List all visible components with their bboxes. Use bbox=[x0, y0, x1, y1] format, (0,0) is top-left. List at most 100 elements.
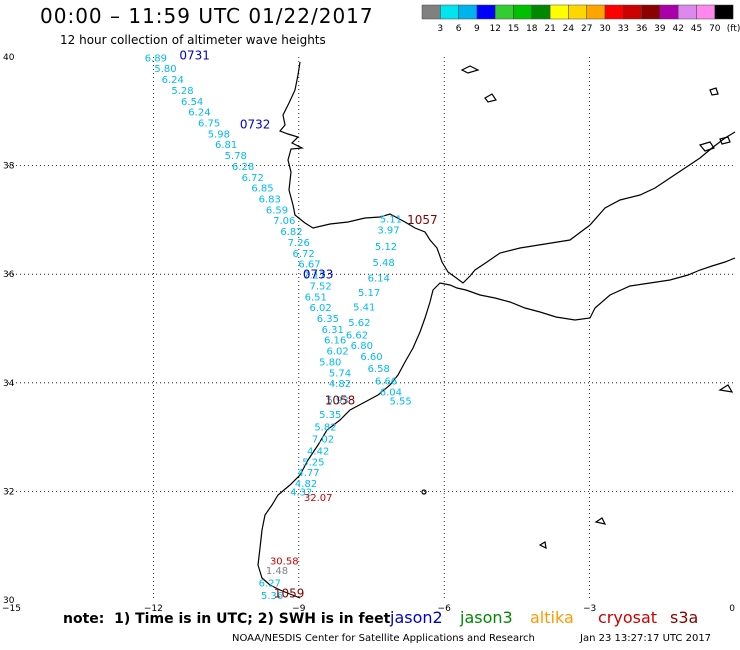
wave-height-value: 5.62 bbox=[348, 318, 370, 329]
map-title: 00:00 – 11:59 UTC 01/22/2017 bbox=[40, 4, 374, 28]
wave-height-value: 6.58 bbox=[368, 364, 390, 375]
lat-label: 32 bbox=[3, 487, 14, 497]
lat-label: 40 bbox=[3, 53, 15, 63]
colorbar-label: 70 bbox=[709, 24, 721, 34]
wave-height-value: 5.78 bbox=[225, 151, 247, 162]
lat-label: 30 bbox=[3, 596, 15, 606]
wave-height-value: 6.60 bbox=[360, 352, 382, 363]
wave-height-value: 5.55 bbox=[389, 397, 411, 408]
wave-height-value: 4.82 bbox=[329, 379, 351, 390]
wave-height-value: 5.35 bbox=[319, 410, 341, 421]
wave-height-value: 4.82 bbox=[295, 479, 317, 490]
wave-height-value: 6.16 bbox=[324, 336, 346, 347]
lat-label: 38 bbox=[3, 162, 15, 172]
pass-time-label: 0731 bbox=[179, 49, 210, 63]
colorbar-label: 21 bbox=[544, 24, 555, 34]
balearic-islands bbox=[698, 136, 731, 152]
wave-height-value: 6.02 bbox=[309, 303, 331, 314]
pass-time-label: 1058 bbox=[325, 394, 356, 408]
wave-height-value: 6.28 bbox=[232, 162, 254, 173]
colorbar-label: 33 bbox=[618, 24, 629, 34]
lon-label: 0 bbox=[729, 604, 735, 614]
lon-label: −3 bbox=[583, 604, 596, 614]
wave-height-value: 6.67 bbox=[298, 260, 320, 271]
legend-cryosat: cryosat bbox=[598, 608, 658, 627]
small-islands bbox=[460, 65, 734, 550]
wave-height-value: 6.62 bbox=[346, 330, 368, 341]
wave-height-value: 6.83 bbox=[259, 195, 281, 206]
wave-height-value: 6.81 bbox=[215, 140, 237, 151]
wave-height-value: 4.42 bbox=[307, 446, 329, 457]
wave-height-value: 4.32 bbox=[290, 488, 312, 499]
colorbar-label: 30 bbox=[599, 24, 611, 34]
wave-height-value: 1.48 bbox=[266, 566, 288, 577]
grid-lines bbox=[8, 57, 735, 600]
colorbar-label: 18 bbox=[526, 24, 538, 34]
wave-height-value: 7.02 bbox=[312, 435, 334, 446]
wave-height-value: 6.24 bbox=[188, 108, 210, 119]
wave-height-value: 6.27 bbox=[259, 578, 281, 589]
lat-label: 34 bbox=[3, 379, 15, 389]
africa-coast bbox=[257, 257, 736, 599]
wave-height-value: 6.59 bbox=[266, 205, 288, 216]
colorbar: 3 6 9 12 15 18 21 24 27 30 33 36 39 42 45 70 (ft) bbox=[421, 4, 740, 34]
wave-height-value: 32.07 bbox=[304, 493, 333, 504]
lon-label: −12 bbox=[144, 604, 163, 614]
wave-height-value: 7.26 bbox=[288, 238, 310, 249]
map-subtitle: 12 hour collection of altimeter wave hei… bbox=[60, 33, 326, 47]
wave-height-value: 5.25 bbox=[302, 457, 324, 468]
wave-height-value: 6.02 bbox=[326, 347, 348, 358]
wave-height-value: 6.82 bbox=[280, 227, 302, 238]
pass-time-labels: 0731 0732 0733 1057 1058 1059 bbox=[179, 49, 437, 601]
iberia-coast bbox=[278, 61, 736, 284]
footer-timestamp: Jan 23 13:27:17 UTC 2017 bbox=[580, 633, 712, 644]
wave-height-value: 6.04 bbox=[380, 387, 402, 398]
lat-axis-labels: 40 38 36 34 32 30 bbox=[3, 53, 15, 606]
footer-credit: NOAA/NESDIS Center for Satellite Applica… bbox=[232, 633, 535, 644]
wave-height-value: 6.54 bbox=[181, 97, 203, 108]
wave-height-value: 6.66 bbox=[375, 376, 397, 387]
wave-height-value: 5.74 bbox=[329, 368, 351, 379]
colorbar-label: 15 bbox=[508, 24, 519, 34]
wave-height-value: 6.80 bbox=[351, 341, 373, 352]
colorbar-label: 36 bbox=[636, 24, 648, 34]
wave-height-value: 6.72 bbox=[293, 249, 315, 260]
wave-height-value: 5.93 bbox=[326, 395, 348, 406]
legend-altika: altika bbox=[530, 608, 574, 627]
lon-label: −15 bbox=[2, 604, 21, 614]
lon-label: −9 bbox=[292, 604, 306, 614]
colorbar-label: 12 bbox=[489, 24, 500, 34]
colorbar-label: 42 bbox=[672, 24, 683, 34]
wave-height-value: 5.17 bbox=[358, 288, 380, 299]
wave-height-value: 7.17 bbox=[303, 271, 325, 282]
colorbar-label: 3 bbox=[437, 24, 443, 34]
wave-height-value: 5.41 bbox=[353, 303, 375, 314]
wave-height-value: 5.80 bbox=[319, 357, 341, 368]
wave-height-value: 5.80 bbox=[154, 64, 176, 75]
wave-height-value: 5.82 bbox=[314, 423, 336, 434]
wave-height-value: 5.98 bbox=[208, 129, 230, 140]
legend-s3a: s3a bbox=[670, 608, 699, 627]
pass-time-label: 0733 bbox=[303, 268, 334, 282]
wave-height-value: 6.24 bbox=[162, 75, 184, 86]
colorbar-swatch bbox=[714, 4, 734, 20]
wave-height-value: 5.28 bbox=[171, 86, 193, 97]
colorbar-label: 45 bbox=[691, 24, 702, 34]
wave-height-value: 6.75 bbox=[198, 119, 220, 130]
pass-time-label: 1057 bbox=[407, 213, 438, 227]
wave-height-value: 3.97 bbox=[377, 225, 399, 236]
lon-axis-labels: −15 −12 −9 −6 −3 0 bbox=[2, 604, 735, 614]
colorbar-label: 27 bbox=[581, 24, 592, 34]
wave-height-value: 5.11 bbox=[380, 215, 402, 226]
colorbar-unit: (ft) bbox=[727, 24, 740, 34]
pass-time-label: 1059 bbox=[274, 586, 305, 600]
wave-height-value: 30.58 bbox=[270, 557, 299, 568]
colorbar-label: 9 bbox=[474, 24, 480, 34]
lat-label: 36 bbox=[3, 270, 15, 280]
pass-time-label: 0732 bbox=[240, 118, 271, 132]
colorbar-label: 39 bbox=[654, 24, 666, 34]
wave-height-value: 6.35 bbox=[317, 314, 339, 325]
wave-height-value: 6.72 bbox=[242, 173, 264, 184]
coastline bbox=[257, 61, 736, 599]
